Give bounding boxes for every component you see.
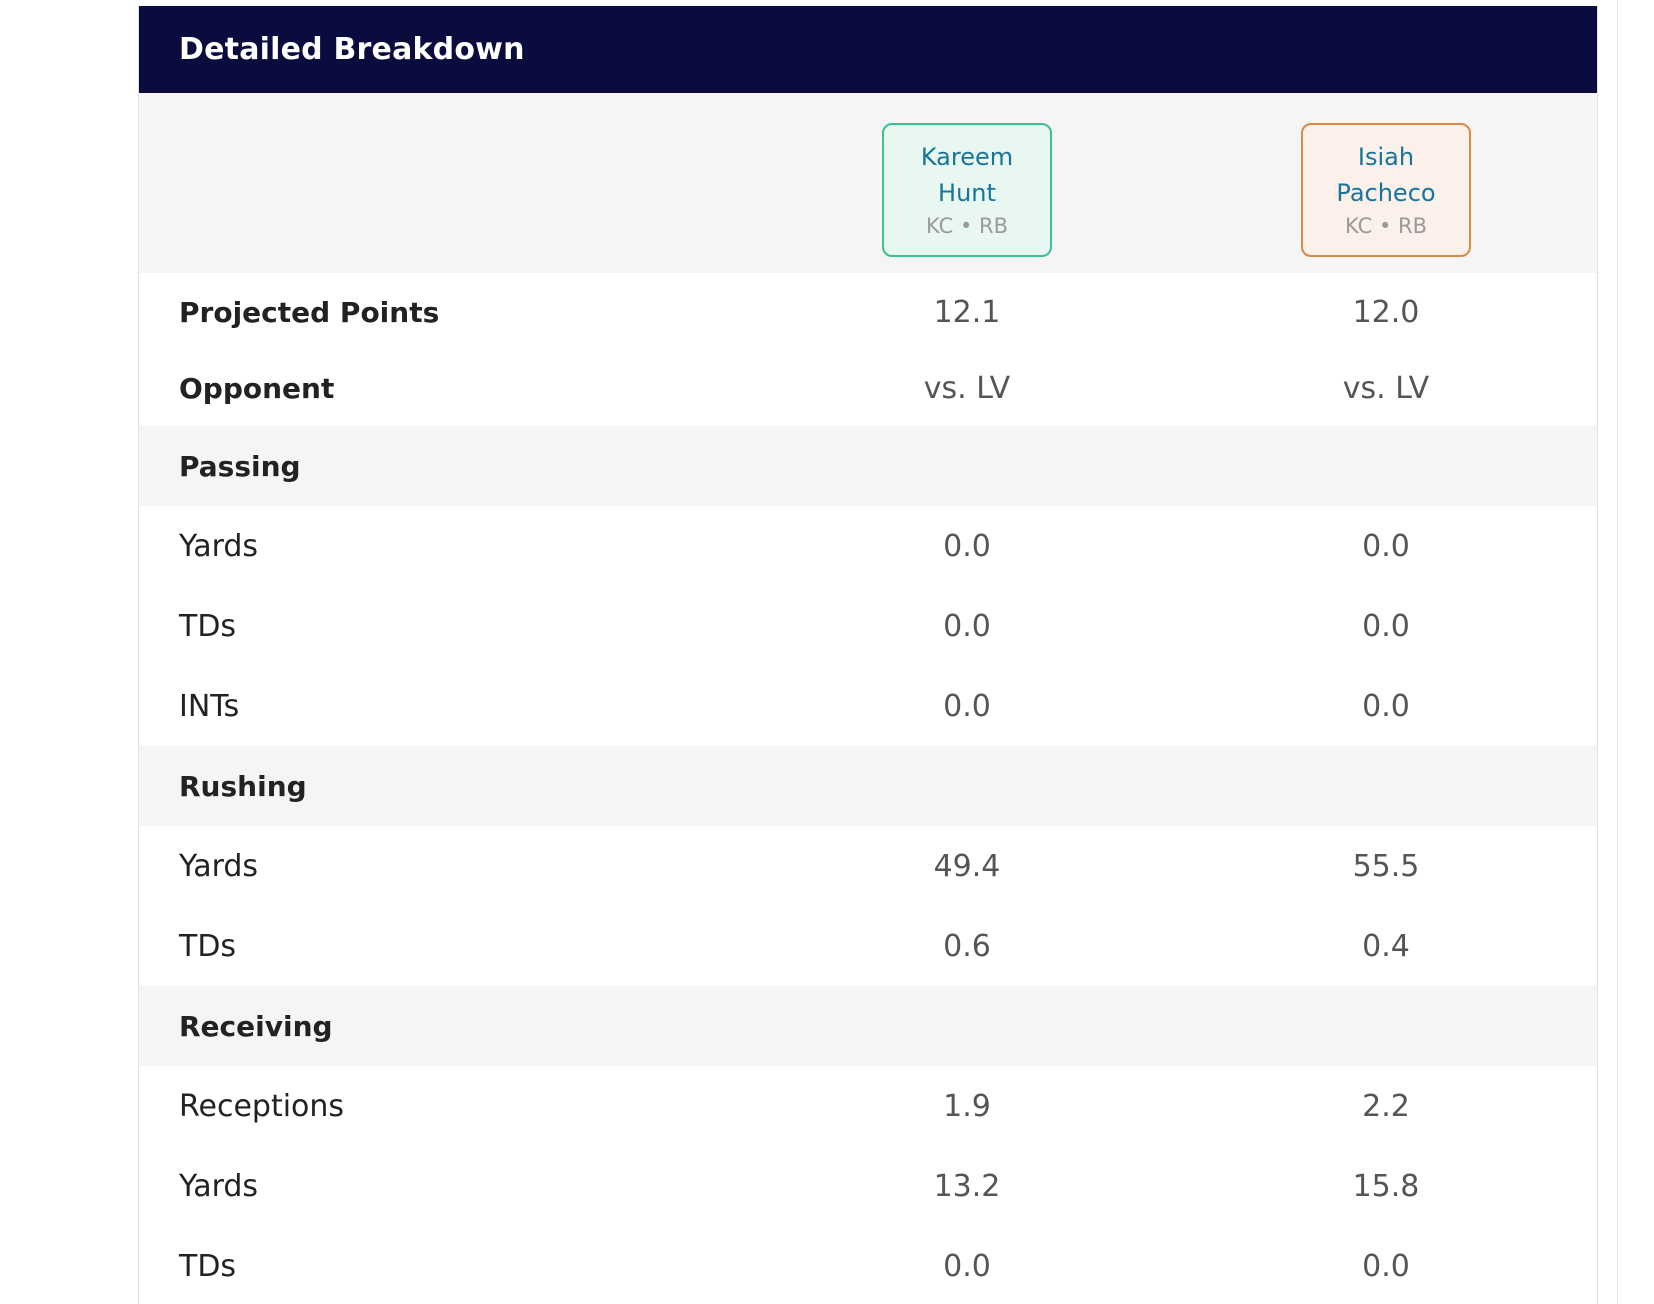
row-receiving-receptions: Receptions 1.9 2.2 (139, 1066, 1597, 1146)
row-label: TDs (179, 608, 237, 644)
row-label: Yards (179, 528, 259, 564)
row-label: Projected Points (179, 295, 440, 329)
row-projected-points: Projected Points 12.1 12.0 (139, 273, 1597, 351)
row-opponent: Opponent vs. LV vs. LV (139, 351, 1597, 426)
row-passing-yards: Yards 0.0 0.0 (139, 506, 1597, 586)
detailed-breakdown-panel: Detailed Breakdown Kareem Hunt KC • RB I… (138, 6, 1598, 1304)
row-receiving-tds: TDs 0.0 0.0 (139, 1226, 1597, 1304)
row-label: Yards (179, 1168, 259, 1204)
player2-value: 2.2 (1362, 1088, 1410, 1124)
section-label: Receiving (179, 1009, 333, 1043)
player1-value: 0.6 (943, 928, 991, 964)
player1-value: 0.0 (943, 1248, 991, 1284)
player2-value: 15.8 (1352, 1168, 1420, 1204)
player-card-isiah-pacheco[interactable]: Isiah Pacheco KC • RB (1301, 123, 1471, 257)
row-label: TDs (179, 1248, 237, 1284)
player2-value: 12.0 (1352, 294, 1420, 330)
row-label: Yards (179, 848, 259, 884)
section-rushing: Rushing (139, 746, 1597, 826)
panel-header: Detailed Breakdown (139, 6, 1597, 93)
section-receiving: Receiving (139, 986, 1597, 1066)
row-passing-ints: INTs 0.0 0.0 (139, 666, 1597, 746)
panel-title: Detailed Breakdown (179, 32, 525, 67)
section-passing: Passing (139, 426, 1597, 506)
row-label: Receptions (179, 1088, 345, 1124)
player2-value: 0.0 (1362, 528, 1410, 564)
player2-value: 55.5 (1352, 848, 1420, 884)
player2-value: 0.0 (1362, 608, 1410, 644)
player-card-kareem-hunt[interactable]: Kareem Hunt KC • RB (882, 123, 1052, 257)
player1-value: 1.9 (943, 1088, 991, 1124)
player-team-position: KC • RB (1344, 214, 1428, 238)
row-receiving-yards: Yards 13.2 15.8 (139, 1146, 1597, 1226)
row-passing-tds: TDs 0.0 0.0 (139, 586, 1597, 666)
player1-value: 49.4 (933, 848, 1001, 884)
page-divider (1617, 0, 1618, 1304)
player1-value: 13.2 (933, 1168, 1001, 1204)
row-rushing-tds: TDs 0.6 0.4 (139, 906, 1597, 986)
player2-value: 0.0 (1362, 688, 1410, 724)
row-label: Opponent (179, 372, 335, 405)
row-rushing-yards: Yards 49.4 55.5 (139, 826, 1597, 906)
player2-value: 0.4 (1362, 928, 1410, 964)
row-label: TDs (179, 928, 237, 964)
player1-value: vs. LV (923, 371, 1011, 406)
player-header-row: Kareem Hunt KC • RB Isiah Pacheco KC • R… (139, 93, 1597, 273)
player2-value: vs. LV (1342, 371, 1430, 406)
player2-value: 0.0 (1362, 1248, 1410, 1284)
player1-value: 0.0 (943, 608, 991, 644)
player-name: Kareem Hunt (920, 143, 1014, 207)
section-label: Passing (179, 449, 301, 483)
player-team-position: KC • RB (925, 214, 1009, 238)
player1-value: 0.0 (943, 688, 991, 724)
section-label: Rushing (179, 769, 307, 803)
player1-value: 0.0 (943, 528, 991, 564)
player-name: Isiah Pacheco (1336, 143, 1436, 207)
player1-value: 12.1 (933, 294, 1001, 330)
row-label: INTs (179, 688, 240, 724)
